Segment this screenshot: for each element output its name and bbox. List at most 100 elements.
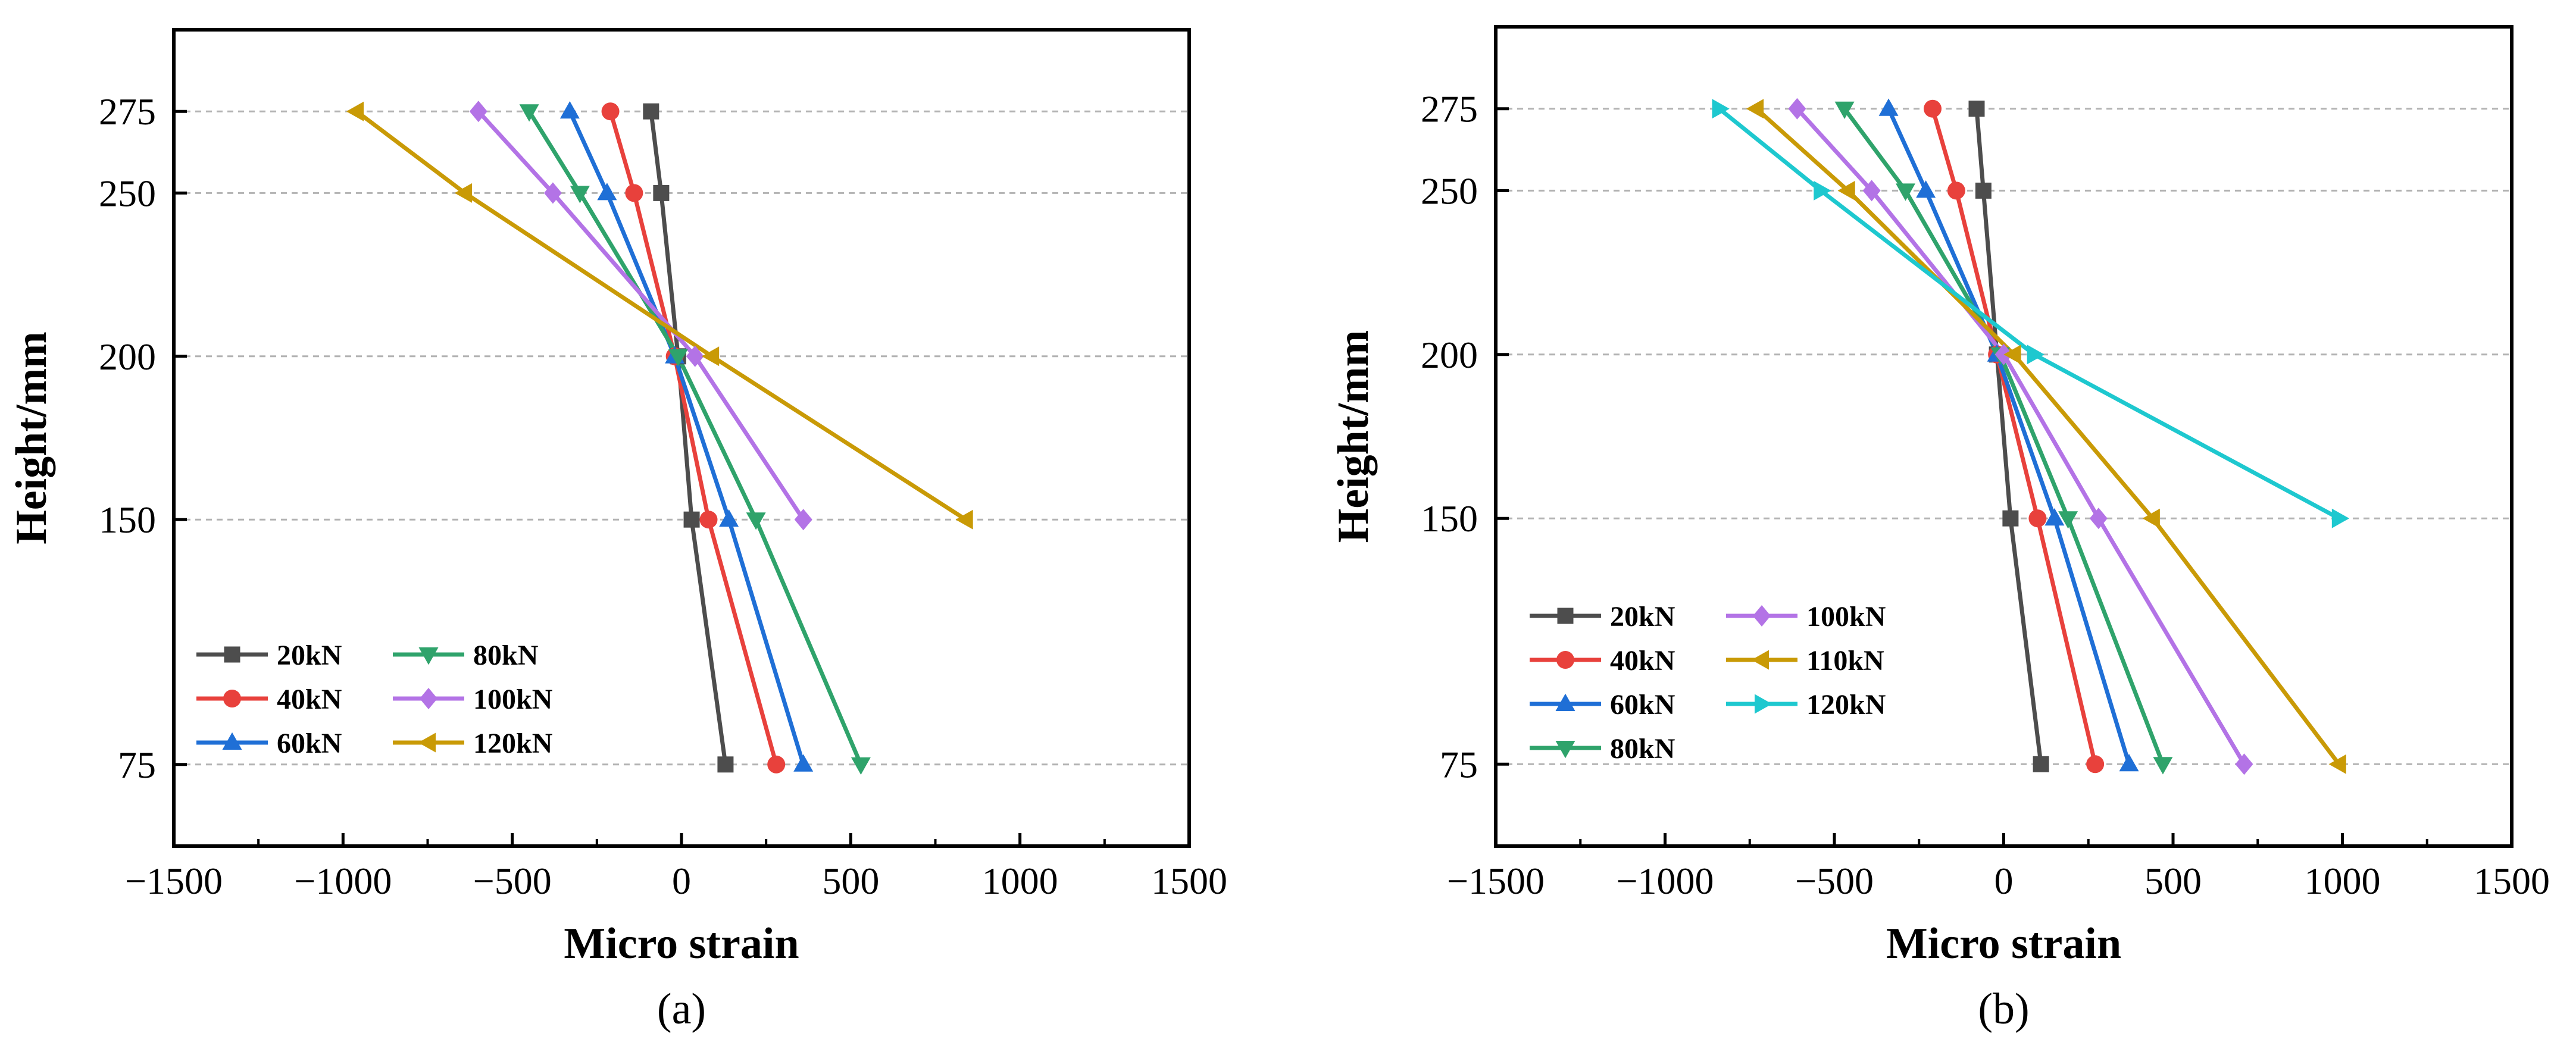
data-point-80kN <box>570 186 590 203</box>
y-tick-label: 200 <box>99 336 156 378</box>
data-point-60kN <box>793 754 814 772</box>
data-point-100kN <box>686 345 704 367</box>
data-point-110kN <box>1746 99 1764 119</box>
chart-panel-a: −1500 −1000 −500 0 500 1000 1500 75 150 200 250 275… <box>7 28 1227 1034</box>
legend: 20kN 40kN 60kN 80kN 100kN 120kN <box>196 640 553 759</box>
series-line-20kN <box>1974 108 2043 765</box>
y-axis-label: Height/mm <box>1329 330 1378 543</box>
x-tick-label: −500 <box>473 860 552 902</box>
legend-label-120kN: 120kN <box>1806 689 1886 721</box>
data-point-40kN <box>1924 99 1942 118</box>
y-tick-label: 275 <box>1421 88 1478 130</box>
legend-marker-80kN <box>418 647 439 665</box>
data-point-60kN <box>597 183 617 201</box>
data-point-80kN <box>519 104 539 122</box>
data-point-40kN <box>1947 181 1965 200</box>
legend-marker-60kN <box>1555 693 1575 711</box>
data-point-110kN <box>2142 508 2160 528</box>
x-tick-label: −1000 <box>1616 860 1714 902</box>
x-tick-label: 0 <box>1994 860 2014 902</box>
data-point-80kN <box>2153 757 2173 775</box>
plot-frame <box>172 28 1191 848</box>
data-point-80kN <box>1834 101 1855 119</box>
data-point-80kN <box>1895 183 1915 201</box>
data-point-120kN <box>955 509 973 530</box>
data-point-100kN <box>1862 180 1881 202</box>
y-axis-label: Height/mm <box>7 331 56 544</box>
x-tick-label: 500 <box>822 860 879 902</box>
legend-label-100kN: 100kN <box>1806 601 1886 633</box>
series-line-40kN <box>1930 108 2097 765</box>
legend-label-80kN: 80kN <box>1610 733 1675 765</box>
data-point-120kN <box>1814 180 1831 201</box>
data-point-120kN <box>2331 508 2350 528</box>
x-axis-label: Micro strain <box>564 919 799 968</box>
x-tick-label: −1500 <box>1447 860 1545 902</box>
data-point-60kN <box>1878 98 1899 116</box>
data-point-20kN <box>653 184 670 201</box>
x-tick-label: −1500 <box>125 860 223 902</box>
legend-marker-100kN <box>420 688 437 709</box>
chart-panel-b: −1500 −1000 −500 0 500 1000 1500 75 150 200 250 275… <box>1329 25 2550 1034</box>
panel-label: (a) <box>657 985 706 1034</box>
data-point-40kN <box>2086 755 2105 774</box>
data-point-100kN <box>543 182 562 204</box>
legend-marker-40kN <box>223 690 241 707</box>
data-point-20kN <box>2002 510 2019 527</box>
data-point-100kN <box>2235 753 2253 775</box>
panel-label: (b) <box>1978 985 2029 1034</box>
data-point-40kN <box>699 511 718 529</box>
data-point-40kN <box>767 755 786 774</box>
legend-label-40kN: 40kN <box>277 684 342 715</box>
legend-label-60kN: 60kN <box>1610 689 1675 721</box>
data-point-20kN <box>1975 182 1992 199</box>
series-line-100kN <box>477 109 805 521</box>
series-line-20kN <box>649 111 728 765</box>
y-tick-label: 150 <box>1421 497 1478 540</box>
legend-marker-80kN <box>1555 741 1575 759</box>
x-tick-label: −500 <box>1795 860 1874 902</box>
data-point-60kN <box>2119 754 2139 772</box>
series-line-80kN <box>527 110 863 766</box>
legend-marker-120kN <box>418 732 436 753</box>
data-point-100kN <box>794 509 812 531</box>
data-point-110kN <box>2003 345 2021 365</box>
data-point-120kN <box>454 183 473 203</box>
legend-label-80kN: 80kN <box>473 640 539 671</box>
data-point-120kN <box>701 346 720 367</box>
data-point-100kN <box>469 101 487 123</box>
data-point-110kN <box>1837 180 1855 201</box>
x-tick-label: 1000 <box>2305 860 2381 902</box>
legend-label-20kN: 20kN <box>277 640 342 671</box>
data-point-40kN <box>601 102 620 121</box>
y-tick-label: 250 <box>1421 170 1478 212</box>
data-point-80kN <box>668 349 688 367</box>
data-point-120kN <box>2027 345 2044 365</box>
data-point-110kN <box>2328 754 2346 774</box>
data-point-120kN <box>346 101 364 121</box>
data-point-100kN <box>1788 98 1806 120</box>
x-tick-label: 1000 <box>982 860 1058 902</box>
x-axis-label: Micro strain <box>1886 919 2121 968</box>
data-point-20kN <box>683 511 700 528</box>
data-point-120kN <box>1712 99 1730 119</box>
legend: 20kN 40kN 60kN 80kN 100kN 110kN 120kN <box>1530 601 1886 765</box>
legend-label-120kN: 120kN <box>473 728 553 759</box>
x-tick-label: −1000 <box>294 860 392 902</box>
data-point-20kN <box>717 756 734 773</box>
x-tick-label: 1500 <box>1151 860 1227 902</box>
series-line-120kN <box>1718 107 2340 521</box>
y-tick-label: 75 <box>1440 743 1478 785</box>
series-line-60kN <box>1886 108 2131 765</box>
legend-marker-120kN <box>1755 694 1772 714</box>
data-point-80kN <box>851 757 871 775</box>
data-point-100kN <box>2089 508 2108 530</box>
legend-marker-40kN <box>1556 651 1574 669</box>
data-point-60kN <box>719 509 739 527</box>
y-tick-label: 150 <box>99 499 156 541</box>
legend-label-110kN: 110kN <box>1806 645 1884 677</box>
y-tick-label: 200 <box>1421 334 1478 376</box>
data-point-60kN <box>2044 508 2065 526</box>
data-point-40kN <box>625 184 643 202</box>
series-line-120kN <box>355 109 967 522</box>
